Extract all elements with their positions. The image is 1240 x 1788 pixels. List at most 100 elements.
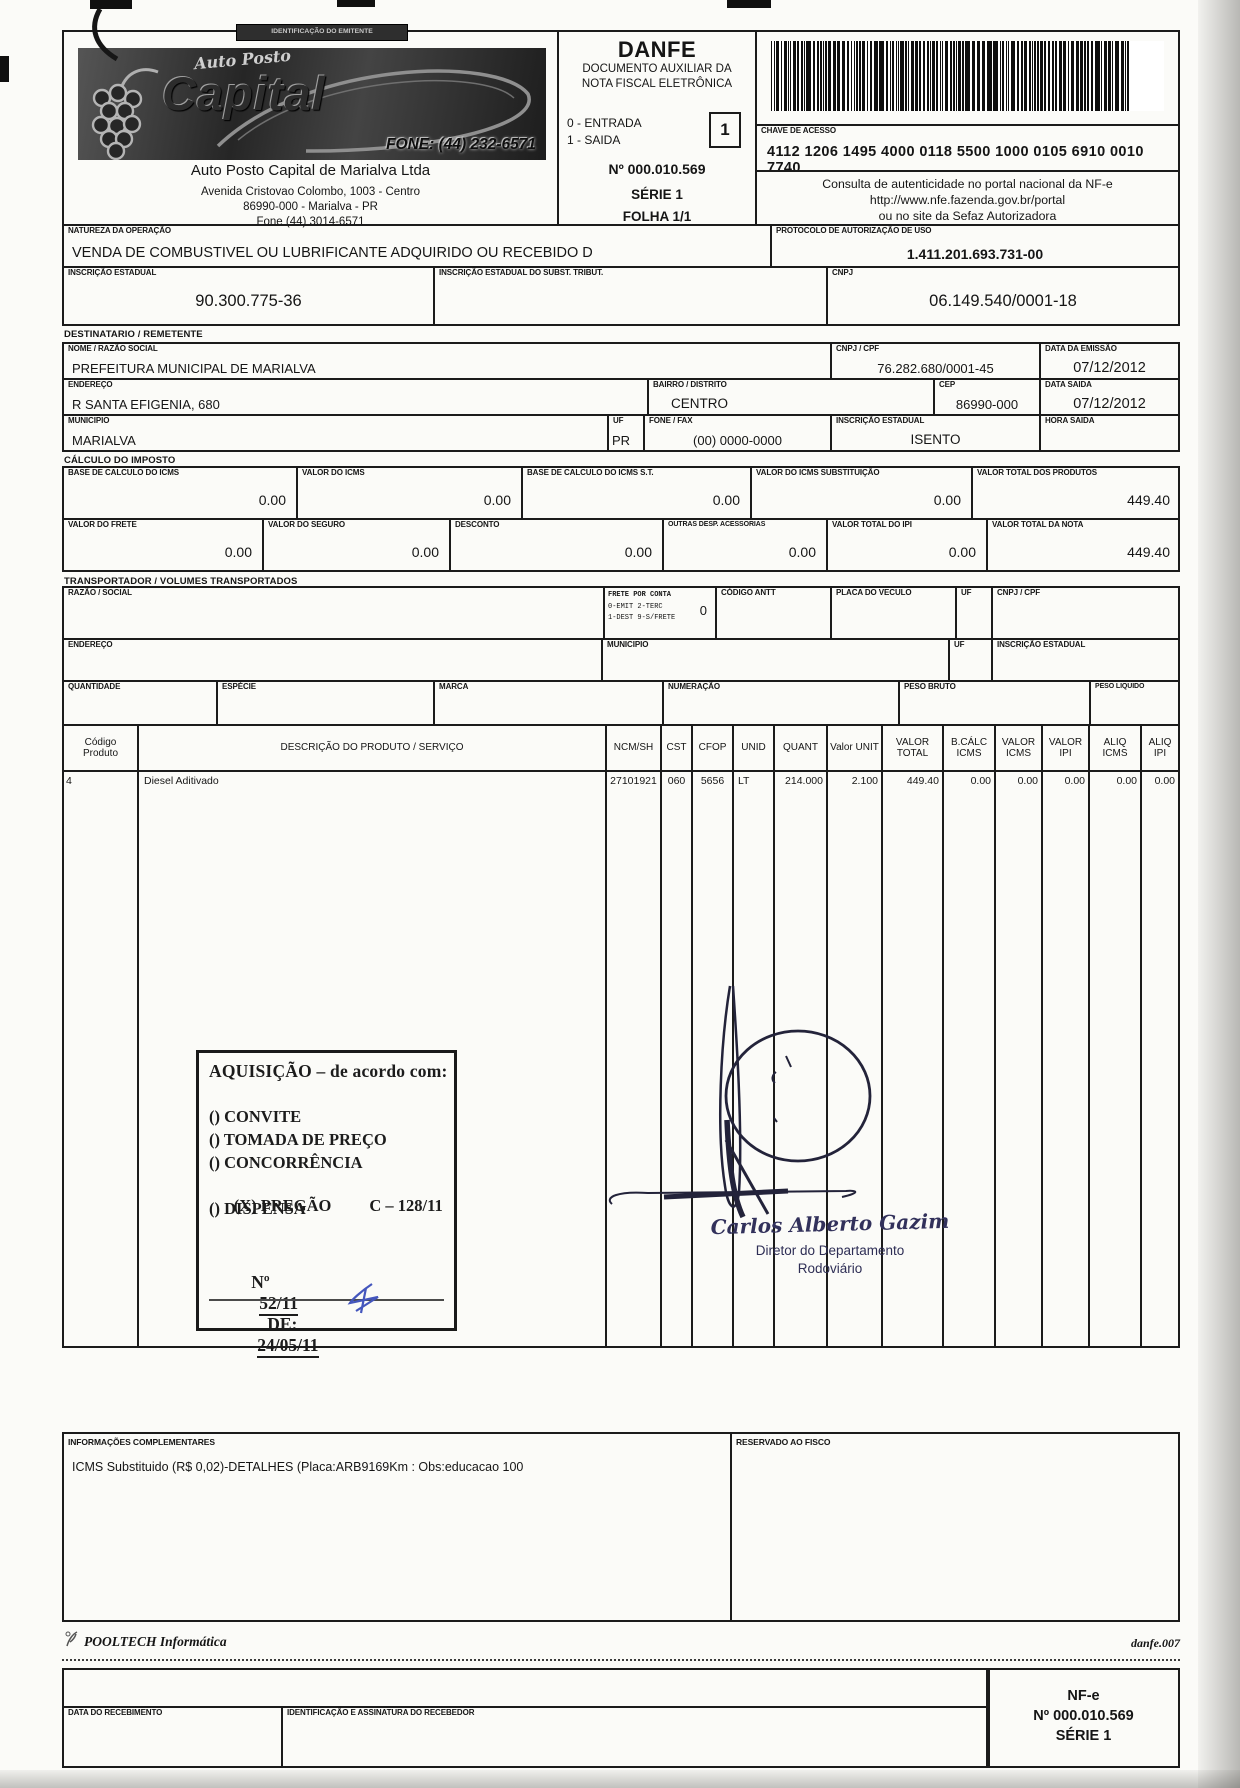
dest-fone-value: (00) 0000-0000	[693, 433, 782, 448]
chave-value: 4112 1206 1495 4000 0118 5500 1000 0105 …	[767, 144, 1144, 176]
stub-top-cell	[62, 1668, 990, 1708]
consulta-line-2: http://www.nfe.fazenda.gov.br/portal	[869, 193, 1066, 207]
dest-fone-cell: FONE / FAX (00) 0000-0000	[643, 414, 832, 452]
dest-emissao-cell: DATA DA EMISSÃO 07/12/2012	[1039, 342, 1180, 380]
natureza-label: NATUREZA DA OPERAÇÃO	[68, 226, 172, 235]
transp-quantidade-label: QUANTIDADE	[68, 682, 121, 691]
danfe-numero: Nº 000.010.569	[608, 161, 706, 177]
dest-municipio-value: MARIALVA	[72, 433, 136, 448]
dest-endereco-cell: ENDEREÇO R SANTA EFIGENIA, 680	[62, 378, 649, 416]
ie-cell: INSCRIÇÃO ESTADUAL 90.300.775-36	[62, 266, 435, 326]
desconto-value: 0.00	[624, 544, 652, 560]
footer-ref: danfe.007	[1131, 1636, 1180, 1650]
cnpj-label: CNPJ	[832, 268, 853, 277]
dest-bairro-cell: BAIRRO / DISTRITO CENTRO	[647, 378, 935, 416]
base-st-label: BASE DE CALCULO DO ICMS S.T.	[527, 468, 654, 477]
transp-peso-liquido-cell: PESO LIQUIDO	[1089, 680, 1180, 726]
barcode-box	[755, 30, 1180, 126]
signature-role-2: Rodoviário	[797, 1261, 863, 1276]
stamp-option-dispensa: () DISPENSA	[209, 1199, 306, 1218]
dest-saida-value: 07/12/2012	[1073, 396, 1146, 412]
col-header-vtotal: VALOR TOTAL	[881, 724, 944, 772]
col-header-quant: QUANT	[773, 724, 828, 772]
total-ipi-value: 0.00	[948, 544, 976, 560]
outras-desp-label: OUTRAS DESP. ACESSORIAS	[668, 521, 766, 528]
dest-cnpj-cell: CNPJ / CPF 76.282.680/0001-45	[830, 342, 1041, 380]
dest-nome-cell: NOME / RAZÃO SOCIAL PREFEITURA MUNICIPAL…	[62, 342, 832, 380]
consulta-line-1: Consulta de autenticidade no portal naci…	[822, 177, 1113, 191]
transp-numeracao-label: NUMERAÇÃO	[668, 682, 720, 691]
icms-subst-value: 0.00	[933, 492, 961, 508]
total-nota-cell: VALOR TOTAL DA NOTA 449.40	[986, 518, 1180, 572]
col-header-descricao: DESCRIÇÃO DO PRODUTO / SERVIÇO	[137, 724, 607, 772]
logo-line2: Capital	[162, 67, 326, 120]
base-st-cell: BASE DE CALCULO DO ICMS S.T. 0.00	[521, 466, 752, 520]
ie-subst-label: INSCRIÇÃO ESTADUAL DO SUBST. TRIBUT.	[439, 268, 604, 277]
saida-label: 1 - SAIDA	[567, 133, 621, 147]
cnpj-cell: CNPJ 06.149.540/0001-18	[826, 266, 1180, 326]
protocolo-label: PROTOCOLO DE AUTORIZAÇÃO DE USO	[776, 226, 932, 235]
scan-edge-shadow-right	[1198, 0, 1240, 1788]
emitter-name: Auto Posto Capital de Marialva Ltda	[190, 162, 431, 179]
reservado-fisco-label: RESERVADO AO FISCO	[736, 1437, 831, 1447]
col-header-bcalc: B.CÁLC ICMS	[942, 724, 996, 772]
col-header-codigo: Código Produto	[62, 724, 139, 772]
transp-razao-label: RAZÃO / SOCIAL	[68, 588, 132, 597]
base-st-value: 0.00	[712, 492, 740, 508]
desconto-cell: DESCONTO 0.00	[449, 518, 664, 572]
frete-label: VALOR DO FRETE	[68, 520, 137, 529]
total-produtos-label: VALOR TOTAL DOS PRODUTOS	[977, 468, 1097, 477]
dest-emissao-label: DATA DA EMISSÃO	[1045, 344, 1117, 353]
transp-numeracao-cell: NUMERAÇÃO	[662, 680, 900, 726]
info-complementares-cell: INFORMAÇÕES COMPLEMENTARES ICMS Substitu…	[62, 1432, 732, 1622]
stamp-num-value: 52/11	[259, 1293, 299, 1316]
consulta-line-3: ou no site da Sefaz Autorizadora	[878, 209, 1057, 223]
stamp-option-tomada: () TOMADA DE PREÇO	[209, 1130, 387, 1149]
scan-artifact	[90, 0, 132, 9]
dest-cnpj-label: CNPJ / CPF	[836, 344, 880, 353]
dest-cep-value: 86990-000	[955, 397, 1019, 412]
total-nota-value: 449.40	[1127, 544, 1170, 560]
dest-municipio-label: MUNICIPIO	[68, 416, 110, 425]
transp-peso-bruto-cell: PESO BRUTO	[898, 680, 1091, 726]
transp-endereco-cell: ENDEREÇO	[62, 638, 603, 682]
col-header-vunit: Valor UNIT	[826, 724, 883, 772]
info-complementares-value: ICMS Substituido (R$ 0,02)-DETALHES (Pla…	[72, 1460, 524, 1474]
transp-frete-label: FRETE POR CONTA	[608, 591, 672, 599]
danfe-box: DANFE DOCUMENTO AUXILIAR DA NOTA FISCAL …	[557, 30, 757, 226]
stub-assinatura-label: IDENTIFICAÇÃO E ASSINATURA DO RECEBEDOR	[287, 1708, 475, 1717]
natureza-value: VENDA DE COMBUSTIVEL OU LUBRIFICANTE ADQ…	[72, 245, 593, 261]
transportador-section-title: TRANSPORTADOR / VOLUMES TRANSPORTADOS	[64, 576, 298, 587]
scan-artifact	[0, 56, 9, 82]
stamp-signature-rule	[209, 1299, 444, 1301]
col-header-cfop: CFOP	[691, 724, 734, 772]
protocolo-cell: PROTOCOLO DE AUTORIZAÇÃO DE USO 1.411.20…	[770, 224, 1180, 268]
total-ipi-label: VALOR TOTAL DO IPI	[832, 520, 912, 529]
icms-subst-cell: VALOR DO ICMS SUBSTITUIÇÃO 0.00	[750, 466, 973, 520]
scan-artifact	[727, 0, 771, 8]
stamp-option-concorrencia: () CONCORRÊNCIA	[209, 1153, 363, 1172]
transp-quantidade-cell: QUANTIDADE	[62, 680, 218, 726]
emitter-box: Auto Posto Capital FONE: (44) 232-6571 A…	[62, 30, 559, 228]
consulta-box: Consulta de autenticidade no portal naci…	[755, 170, 1180, 226]
scan-edge-shadow-bottom	[0, 1770, 1240, 1788]
dest-bairro-label: BAIRRO / DISTRITO	[653, 380, 727, 389]
stub-data-recebimento-label: DATA DO RECEBIMENTO	[68, 1708, 163, 1717]
stub-nfe-title: NF-e	[1067, 1688, 1100, 1704]
footer-vendor: POOLTECH Informática	[84, 1634, 227, 1649]
dest-hora-label: HORA SAIDA	[1045, 416, 1095, 425]
natureza-cell: NATUREZA DA OPERAÇÃO VENDA DE COMBUSTIVE…	[62, 224, 772, 268]
transp-municipio-cell: MUNICIPIO	[601, 638, 950, 682]
transp-ie-label: INSCRIÇÃO ESTADUAL	[997, 640, 1086, 649]
stamp-pregao-ref: C – 128/11	[369, 1196, 443, 1215]
transp-peso-bruto-label: PESO BRUTO	[904, 682, 956, 691]
dest-saida-cell: DATA SAIDA 07/12/2012	[1039, 378, 1180, 416]
dest-ie-value: ISENTO	[910, 432, 961, 447]
transp-cnpj-cell: CNPJ / CPF	[991, 586, 1180, 640]
transp-marca-cell: MARCA	[433, 680, 664, 726]
ie-subst-cell: INSCRIÇÃO ESTADUAL DO SUBST. TRIBUT.	[433, 266, 828, 326]
chave-label: CHAVE DE ACESSO	[761, 126, 836, 135]
transp-frete-line1: 0-EMIT 2-TERC	[608, 603, 663, 611]
transp-placa-cell: PLACA DO VECULO	[830, 586, 957, 640]
stamp-de-label: DE:	[267, 1314, 298, 1334]
